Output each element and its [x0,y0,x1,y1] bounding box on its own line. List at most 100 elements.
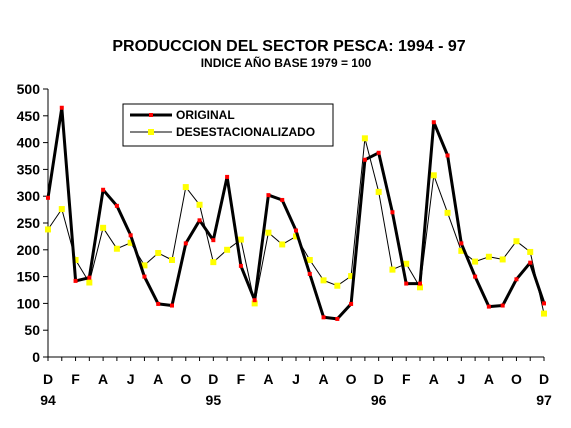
data-point-original [349,301,354,306]
legend-label-original: ORIGINAL [176,108,235,122]
x-tick-label: J [457,371,465,387]
chart-subtitle: INDICE AÑO BASE 1979 = 100 [201,55,372,70]
x-tick-label: J [127,371,135,387]
series-line-desestacionalizado [47,137,545,314]
data-point-desestacionalizado [320,277,327,284]
data-point-original [211,238,216,243]
data-point-desestacionalizado [527,248,534,255]
y-tick-label: 150 [17,269,41,285]
data-point-original [101,187,106,192]
x-tick-label: D [43,371,53,387]
data-point-desestacionalizado [265,229,272,236]
data-point-desestacionalizado [237,236,244,243]
x-tick-label: A [318,371,328,387]
data-point-desestacionalizado [86,279,93,286]
data-point-desestacionalizado [113,245,120,252]
legend-box [122,103,334,147]
data-point-original [266,193,271,198]
data-point-original [183,241,188,246]
data-point-original [280,197,285,202]
data-point-desestacionalizado [251,300,258,307]
data-point-original [87,275,92,280]
data-point-desestacionalizado [541,310,547,317]
data-point-desestacionalizado [513,238,520,245]
data-point-original [73,278,78,283]
data-point-original [335,316,340,321]
y-tick-label: 450 [17,108,41,124]
data-point-original [252,298,257,303]
data-point-original [528,260,533,265]
data-point-original [431,120,436,125]
data-point-desestacionalizado [155,250,162,257]
data-point-desestacionalizado [72,256,79,263]
x-tick-label: O [511,371,522,387]
x-year-label: 96 [371,392,387,408]
y-tick-label: 400 [17,135,41,151]
data-point-original [404,281,409,286]
data-point-original [170,303,174,308]
data-point-original [128,233,133,238]
data-point-desestacionalizado [430,172,437,179]
data-point-desestacionalizado [293,233,299,240]
data-point-desestacionalizado [361,135,368,142]
data-point-desestacionalizado [499,256,506,263]
legend: ORIGINAL DESESTACIONALIZADO [122,103,334,147]
data-point-desestacionalizado [417,284,423,291]
x-tick-label: O [180,371,191,387]
data-point-desestacionalizado [100,224,107,231]
y-tick-label: 0 [32,349,40,365]
data-point-original [238,263,243,268]
x-tick-label: F [402,371,411,387]
x-tick-label: A [484,371,494,387]
data-point-desestacionalizado [306,256,313,263]
data-point-desestacionalizado [127,239,134,246]
data-point-desestacionalizado [334,282,341,289]
data-point-desestacionalizado [196,201,203,208]
data-point-desestacionalizado [444,209,451,216]
series-layer [45,105,547,321]
data-point-desestacionalizado [375,188,382,195]
data-point-original [418,281,422,286]
legend-marker-original [149,113,153,117]
data-point-original [473,274,478,279]
data-point-original [197,218,202,223]
data-point-original [307,271,312,276]
y-tick-label: 350 [17,161,41,177]
data-point-desestacionalizado [224,246,231,253]
y-tick-label: 200 [17,242,41,258]
legend-label-desestacionalizado: DESESTACIONALIZADO [176,125,315,139]
x-tick-label: A [153,371,163,387]
legend-marker-desestacionalizado [148,129,154,135]
x-tick-label: D [539,371,549,387]
x-tick-label: A [429,371,439,387]
data-point-original [362,157,367,162]
x-tick-label: J [292,371,300,387]
data-point-desestacionalizado [45,226,51,233]
data-point-original [294,228,298,233]
x-axis-ticks: D F A J A O D F A J A O D F A J A O D 94 95 96 97 [40,357,552,408]
x-tick-label: F [71,371,80,387]
y-tick-label: 250 [17,215,41,231]
data-point-original [376,150,381,155]
data-point-original [390,210,395,215]
data-point-desestacionalizado [182,184,189,191]
data-point-original [156,301,161,306]
y-axis-ticks: 0 50 100 150 200 250 300 350 400 450 500 [17,81,48,365]
y-tick-label: 500 [17,81,41,97]
data-point-desestacionalizado [389,266,396,273]
x-tick-label: D [374,371,384,387]
x-year-label: 95 [206,392,222,408]
data-point-desestacionalizado [58,206,65,213]
data-point-desestacionalizado [458,247,465,254]
data-point-desestacionalizado [141,262,148,269]
x-tick-label: O [346,371,357,387]
data-point-desestacionalizado [279,241,286,248]
data-point-original [459,241,464,246]
data-point-original [486,304,491,309]
data-point-original [142,274,147,279]
data-point-desestacionalizado [472,258,479,265]
chart-title: PRODUCCION DEL SECTOR PESCA: 1994 - 97 [112,38,465,55]
data-point-desestacionalizado [403,260,410,267]
y-tick-label: 50 [24,322,40,338]
